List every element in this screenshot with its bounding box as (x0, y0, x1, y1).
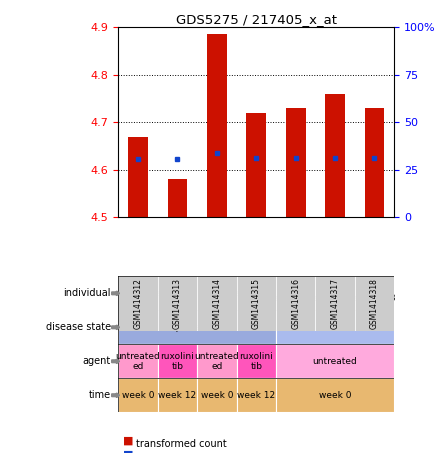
Text: week 0: week 0 (122, 391, 154, 400)
Bar (128, 137, 148, 217)
Text: control
subject 1: control subject 1 (275, 284, 317, 303)
Bar (197, 276, 276, 310)
Bar (276, 276, 315, 310)
Bar (315, 276, 355, 310)
Bar (355, 276, 394, 331)
Bar (325, 94, 345, 217)
Bar (237, 276, 276, 331)
Text: GSM1414317: GSM1414317 (331, 278, 339, 329)
Text: alopecia areata: alopecia areata (162, 323, 232, 332)
Bar (167, 179, 187, 217)
Bar (118, 378, 158, 412)
Text: untreated: untreated (313, 357, 357, 366)
Text: GSM1414313: GSM1414313 (173, 278, 182, 329)
Bar (237, 378, 276, 412)
Text: agent: agent (83, 356, 111, 366)
Text: individual: individual (64, 288, 111, 299)
Bar (207, 34, 227, 217)
Bar (158, 344, 197, 378)
Text: control
subject 3: control subject 3 (353, 284, 396, 303)
Bar (237, 344, 276, 378)
Bar (315, 276, 355, 331)
Text: GSM1414312: GSM1414312 (134, 278, 142, 329)
Bar (197, 344, 237, 378)
Bar (246, 113, 266, 217)
Text: ruxolini
tib: ruxolini tib (160, 352, 194, 371)
Bar (158, 276, 197, 331)
Title: GDS5275 / 217405_x_at: GDS5275 / 217405_x_at (176, 13, 337, 26)
Text: ■: ■ (123, 449, 133, 453)
Text: week 0: week 0 (319, 391, 351, 400)
Bar (355, 276, 394, 310)
Bar (118, 276, 158, 331)
Text: control
subject 2: control subject 2 (314, 284, 356, 303)
Text: ■: ■ (123, 436, 133, 446)
Text: normal: normal (319, 323, 351, 332)
Bar (118, 276, 197, 310)
Text: GSM1414315: GSM1414315 (252, 278, 261, 329)
Bar (158, 378, 197, 412)
Text: patient 1: patient 1 (137, 289, 178, 298)
Text: GSM1414316: GSM1414316 (291, 278, 300, 329)
Text: GSM1414318: GSM1414318 (370, 278, 379, 329)
Text: disease state: disease state (46, 322, 111, 333)
Bar (276, 344, 394, 378)
Bar (364, 108, 384, 217)
Bar (276, 310, 394, 344)
Text: patient 2: patient 2 (216, 289, 257, 298)
Text: transformed count: transformed count (136, 439, 226, 449)
Text: week 0: week 0 (201, 391, 233, 400)
Bar (276, 276, 315, 331)
Text: week 12: week 12 (237, 391, 276, 400)
Text: untreated
ed: untreated ed (194, 352, 239, 371)
Text: week 12: week 12 (158, 391, 197, 400)
Text: ruxolini
tib: ruxolini tib (239, 352, 273, 371)
Text: GSM1414314: GSM1414314 (212, 278, 221, 329)
Bar (118, 310, 276, 344)
Bar (118, 344, 158, 378)
Bar (276, 378, 394, 412)
Text: time: time (88, 390, 111, 400)
Bar (286, 108, 305, 217)
Text: untreated
ed: untreated ed (116, 352, 160, 371)
Bar (197, 378, 237, 412)
Bar (197, 276, 237, 331)
